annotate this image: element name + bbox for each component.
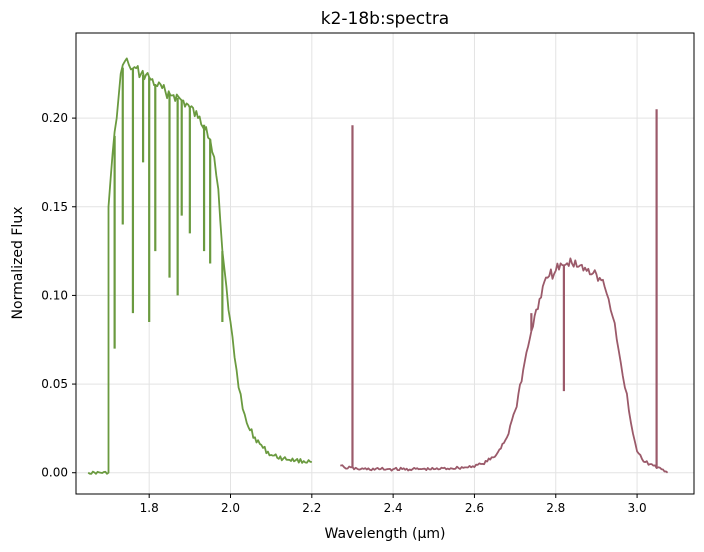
x-ticks: 1.8 2.0 2.2 2.4 2.6 2.8 3.0 <box>140 494 647 515</box>
x-axis-label: Wavelength (μm) <box>325 526 446 542</box>
y-tick-label: 0.20 <box>41 111 68 125</box>
x-tick-label: 3.0 <box>628 501 647 515</box>
y-tick-label: 0.05 <box>41 377 68 391</box>
series-line <box>87 57 313 475</box>
series-line <box>340 257 669 474</box>
y-ticks: 0.00 0.05 0.10 0.15 0.20 <box>41 111 76 480</box>
chart-title: k2-18b:spectra <box>321 9 449 29</box>
grid-layer <box>76 33 694 494</box>
series-layer <box>87 57 669 475</box>
plot-frame <box>75 32 695 495</box>
x-tick-label: 2.4 <box>384 501 403 515</box>
plot-background <box>76 33 694 494</box>
x-tick-label: 2.2 <box>302 501 321 515</box>
y-axis-label: Normalized Flux <box>10 207 26 320</box>
x-tick-label: 2.8 <box>546 501 565 515</box>
x-tick-label: 2.0 <box>221 501 240 515</box>
x-tick-label: 1.8 <box>140 501 159 515</box>
y-tick-label: 0.00 <box>41 466 68 480</box>
y-tick-label: 0.15 <box>41 200 68 214</box>
x-tick-label: 2.6 <box>465 501 484 515</box>
y-tick-label: 0.10 <box>41 288 68 302</box>
